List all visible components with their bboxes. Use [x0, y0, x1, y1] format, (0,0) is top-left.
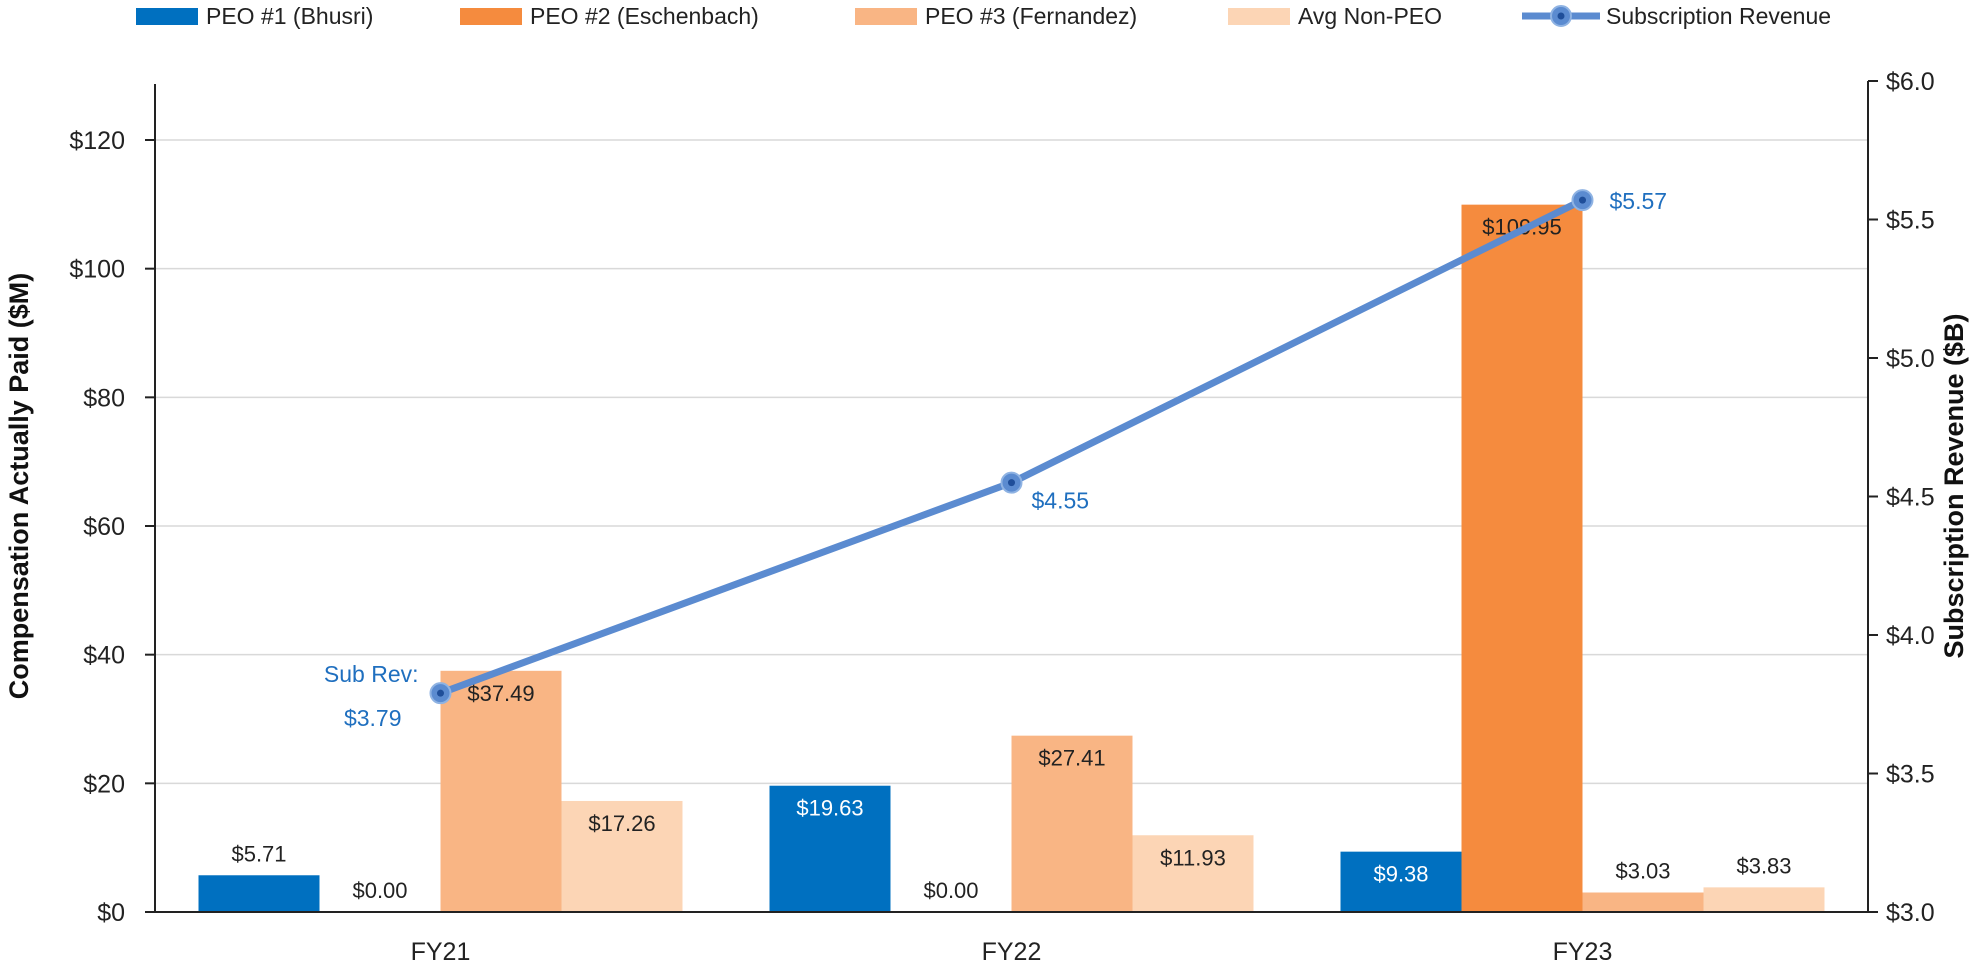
bar-avg-non-peo-fy23	[1703, 887, 1825, 912]
y2-tick-label: $5.0	[1886, 345, 1935, 373]
bar-data-label: $11.93	[1160, 845, 1226, 870]
line-label-prefix: Sub Rev:	[324, 661, 419, 687]
y-tick-label: $40	[83, 642, 125, 670]
bar-data-label: $3.03	[1615, 859, 1670, 884]
bar-peo-2-eschenbach--fy23	[1461, 204, 1583, 912]
y-tick-label: $80	[83, 384, 125, 412]
bar-data-label: $27.41	[1038, 746, 1105, 771]
legend-label: PEO #3 (Fernandez)	[925, 3, 1137, 29]
y-tick-label: $100	[69, 256, 125, 284]
legend-line-marker-center	[1557, 12, 1565, 20]
line-data-label: $5.57	[1610, 188, 1668, 214]
y2-tick-label: $6.0	[1886, 68, 1935, 96]
y-tick-label: $60	[83, 513, 125, 541]
x-tick-label: FY23	[1553, 938, 1613, 966]
legend-label: PEO #2 (Eschenbach)	[530, 3, 759, 29]
bar-peo-3-fernandez--fy23	[1582, 892, 1704, 912]
y-tick-label: $120	[69, 127, 125, 155]
y2-axis-title: Subscription Revenue ($B)	[1939, 313, 1969, 658]
bar-peo-1-bhusri--fy21	[198, 875, 320, 912]
bar-data-label: $3.83	[1736, 853, 1791, 878]
line-data-label: $4.55	[1032, 488, 1090, 514]
subscription-revenue-point-center	[1579, 196, 1586, 204]
bar-peo-3-fernandez--fy21	[440, 670, 562, 912]
legend-label: Avg Non-PEO	[1298, 3, 1442, 29]
y2-tick-label: $4.5	[1886, 484, 1935, 512]
subscription-revenue-line	[439, 196, 1585, 697]
subscription-revenue-point-center	[437, 689, 444, 697]
legend-swatch	[855, 8, 917, 25]
bar-data-label: $9.38	[1373, 862, 1428, 887]
y2-tick-label: $4.0	[1886, 622, 1935, 650]
bar-data-label: $0.00	[352, 878, 407, 903]
y2-tick-label: $3.0	[1886, 899, 1935, 927]
bar-data-label: $5.71	[231, 841, 286, 866]
legend-label: PEO #1 (Bhusri)	[206, 3, 373, 29]
bar-peo-3-fernandez--fy22	[1011, 735, 1133, 912]
y-tick-label: $20	[83, 770, 125, 798]
line-data-label: $3.79	[344, 705, 402, 731]
x-tick-label: FY22	[982, 938, 1042, 966]
bar-peo-1-bhusri--fy22	[769, 785, 891, 912]
bar-avg-non-peo-fy22	[1132, 835, 1254, 912]
bar-data-label: $37.49	[467, 681, 534, 706]
x-tick-label: FY21	[411, 938, 471, 966]
y2-tick-label: $5.5	[1886, 207, 1935, 235]
bar-avg-non-peo-fy21	[561, 800, 683, 912]
bar-data-label: $19.63	[796, 796, 863, 821]
legend-swatch	[136, 8, 198, 25]
y-axis-title: Compensation Actually Paid ($M)	[4, 273, 34, 700]
bar-data-label: $0.00	[923, 878, 978, 903]
bar-peo-1-bhusri--fy23	[1340, 851, 1462, 912]
subscription-revenue-point-center	[1008, 479, 1015, 487]
y2-tick-label: $3.5	[1886, 761, 1935, 789]
legend-label: Subscription Revenue	[1606, 3, 1831, 29]
legend-swatch	[1228, 8, 1290, 25]
bar-data-label: $17.26	[588, 811, 655, 836]
y-tick-label: $0	[97, 899, 125, 927]
legend-swatch	[460, 8, 522, 25]
